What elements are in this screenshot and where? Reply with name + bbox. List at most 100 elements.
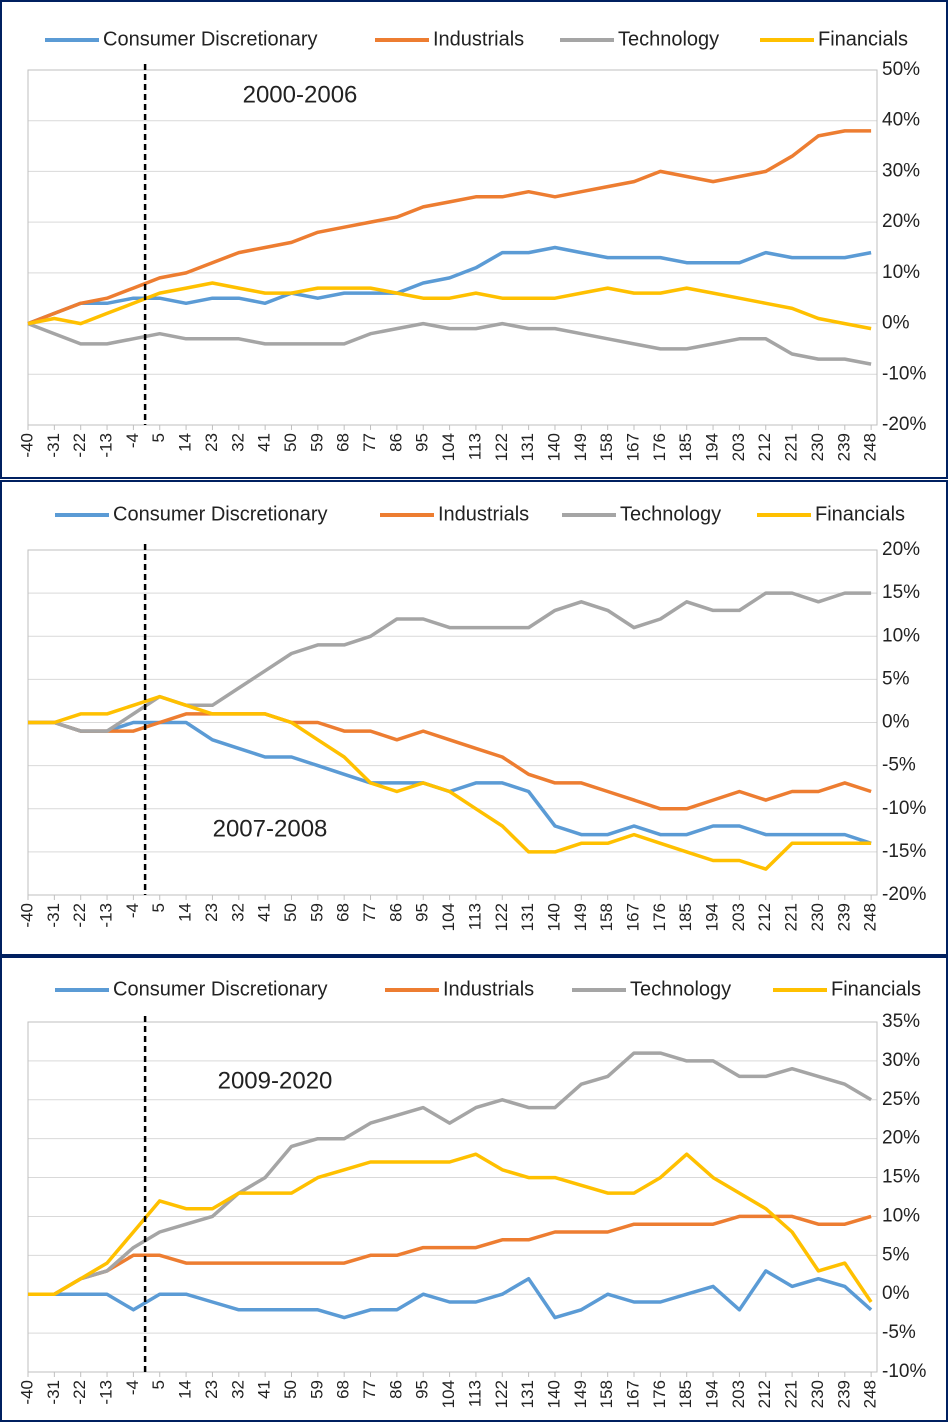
legend-label: Consumer Discretionary [103,28,318,50]
x-tick-label: 167 [623,433,642,461]
legend-label: Financials [815,503,905,525]
y-tick-label: 15% [882,1167,920,1188]
x-tick-label: 194 [703,903,722,931]
x-tick-label: 149 [571,903,590,931]
y-tick-label: 15% [882,582,920,603]
x-tick-label: 86 [386,1380,405,1399]
x-tick-label: 95 [413,433,432,452]
x-tick-label: 113 [465,433,484,460]
x-tick-label: 248 [861,433,880,461]
y-tick-label: 0% [882,313,910,334]
x-tick-label: -4 [123,433,142,448]
x-tick-label: 86 [386,433,405,452]
legend-label: Financials [818,28,908,50]
x-tick-label: 158 [597,433,616,461]
series-line [28,1214,872,1296]
x-tick-label: 239 [834,1380,853,1408]
annotation: 2000-2006 [243,81,358,108]
x-tick-label: 149 [571,433,590,461]
x-tick-label: 176 [650,433,669,461]
y-tick-label: -10% [882,798,926,819]
x-tick-label: 185 [676,903,695,931]
y-tick-label: 20% [882,539,920,560]
y-tick-label: 5% [882,1244,910,1265]
x-tick-label: 203 [729,433,748,461]
x-tick-label: 32 [228,903,247,922]
annotation: 2007-2008 [213,815,328,842]
x-tick-label: 239 [834,433,853,461]
x-tick-label: 140 [544,903,563,931]
x-tick-label: 77 [360,433,379,452]
legend-label: Technology [630,978,731,1000]
x-tick-label: 185 [676,1380,695,1408]
x-tick-label: -13 [97,1380,116,1405]
x-tick-label: -13 [97,903,116,928]
x-tick-label: 23 [202,1380,221,1399]
y-tick-label: -5% [882,1322,916,1343]
x-tick-label: -4 [123,903,142,918]
panel-border [0,0,948,479]
x-tick-label: 23 [202,903,221,922]
x-tick-label: 32 [228,1380,247,1399]
legend-label: Consumer Discretionary [113,503,328,525]
x-tick-label: 212 [755,903,774,931]
x-tick-label: 230 [808,1380,827,1408]
x-tick-label: 167 [623,1380,642,1408]
plot-frame [27,69,878,426]
y-tick-label: -10% [882,1361,926,1382]
series-line [28,712,872,811]
x-tick-label: 104 [439,1380,458,1408]
series-line [27,321,872,366]
x-tick-label: 221 [782,903,801,931]
series-line [28,694,872,871]
y-tick-label: 20% [882,211,920,232]
x-tick-label: 140 [544,433,563,461]
x-tick-label: 14 [176,903,195,922]
x-tick-label: 5 [149,433,168,442]
x-tick-label: 68 [334,433,353,452]
y-tick-label: -10% [882,363,926,384]
x-tick-label: 41 [255,433,274,452]
x-tick-label: 149 [571,1380,590,1408]
x-tick-label: 14 [176,433,195,452]
x-tick-label: 158 [597,1380,616,1408]
x-tick-label: 248 [861,1380,880,1408]
x-tick-label: 122 [492,903,511,931]
legend-label: Industrials [433,28,524,50]
x-tick-label: -22 [70,433,89,458]
y-tick-label: 30% [882,160,920,181]
x-tick-label: 113 [465,903,484,930]
x-tick-label: 41 [255,1380,274,1399]
x-tick-label: 86 [386,903,405,922]
x-tick-label: 194 [703,1380,722,1408]
x-tick-label: 167 [623,903,642,931]
x-tick-label: -31 [44,903,63,928]
x-tick-label: 104 [439,433,458,461]
x-tick-label: 122 [492,1380,511,1408]
x-tick-label: 203 [729,1380,748,1408]
x-tick-label: -31 [44,1380,63,1405]
y-tick-label: 0% [882,1283,910,1304]
series-line [28,1051,872,1296]
x-tick-label: 77 [360,1380,379,1399]
x-tick-label: 140 [544,1380,563,1408]
x-tick-label: 113 [465,1380,484,1407]
legend-label: Technology [620,503,721,525]
x-tick-label: 176 [650,1380,669,1408]
x-tick-label: 248 [861,903,880,931]
x-tick-label: 230 [808,433,827,461]
y-tick-label: 40% [882,110,920,131]
x-tick-label: 212 [755,1380,774,1408]
x-tick-label: -40 [17,433,36,458]
x-tick-label: 131 [518,433,537,461]
x-tick-label: -22 [70,903,89,928]
x-tick-label: 203 [729,903,748,931]
x-tick-label: 95 [413,903,432,922]
x-tick-label: -4 [123,1380,142,1395]
x-tick-label: 5 [149,1380,168,1389]
panel-border [0,480,948,956]
y-tick-label: 50% [882,59,920,80]
y-tick-label: -15% [882,841,926,862]
